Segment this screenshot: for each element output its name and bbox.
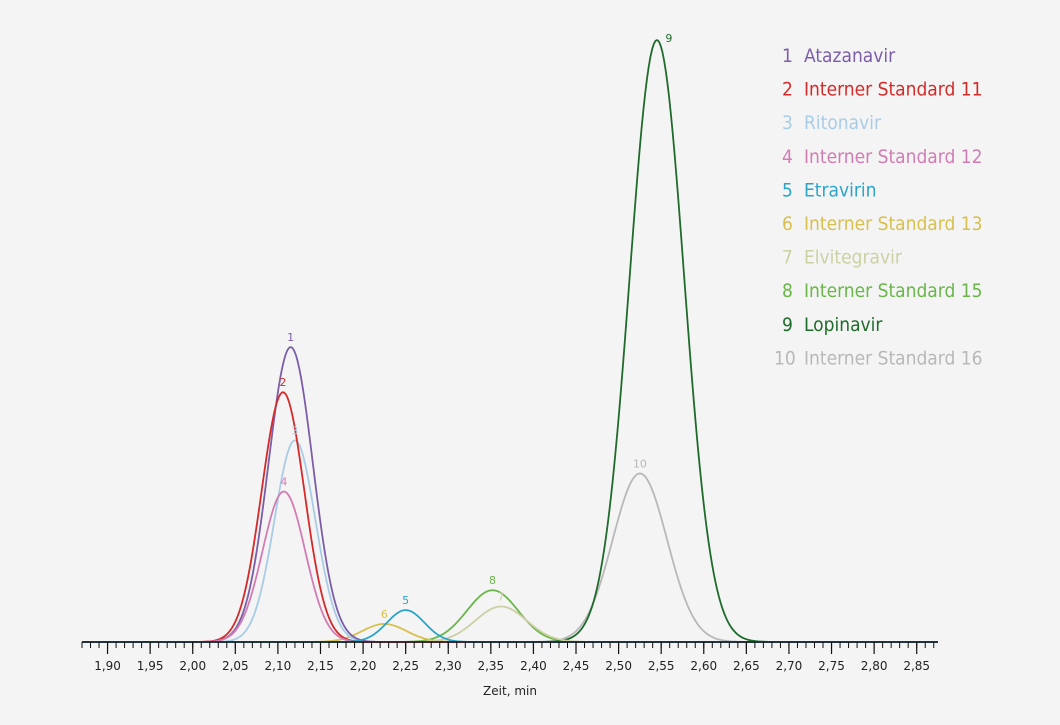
peak-label-4: 4 [280, 476, 287, 489]
x-axis-title: Zeit, min [483, 684, 537, 698]
legend: 1 Atazanavir 2 Interner Standard 11 3 Ritonav… [774, 45, 983, 369]
x-tick-label: 2,10 [265, 659, 292, 673]
series-line-6 [82, 623, 938, 643]
peak-label-2: 2 [280, 376, 287, 389]
x-tick-label: 2,35 [477, 659, 504, 673]
peak-labels-layer: 1 2 3 4 5 6 78 9 10 [280, 32, 673, 621]
x-tick-label: 1,95 [137, 659, 164, 673]
peak-label-1: 1 [287, 331, 294, 344]
legend-number-8: 8 [782, 280, 793, 302]
legend-number-4: 4 [782, 146, 793, 168]
series-line-3 [82, 439, 938, 643]
x-tick-label: 2,05 [222, 659, 249, 673]
legend-number-1: 1 [782, 45, 793, 67]
legend-name-5: Etravirin [804, 179, 876, 201]
peak-label-8: 8 [489, 574, 496, 587]
legend-name-2: Interner Standard 11 [804, 79, 983, 101]
x-tick-label: 2,15 [307, 659, 334, 673]
peak-label-7: 7 [498, 590, 505, 603]
x-tick-label: 2,70 [776, 659, 803, 673]
series-line-2 [82, 391, 938, 643]
x-axis: 1,90 1,95 2,00 2,05 2,10 2,15 2,20 2,25 2,30 2,35… [81, 641, 938, 673]
series-line-7 [82, 605, 938, 643]
series-line-5 [82, 609, 938, 643]
legend-number-2: 2 [782, 79, 793, 101]
peak-label-3: 3 [291, 424, 298, 437]
series-line-4 [82, 490, 938, 643]
x-tick-label: 2,60 [690, 659, 717, 673]
legend-name-6: Interner Standard 13 [804, 213, 983, 235]
peak-label-9: 9 [665, 32, 672, 45]
x-tick-label: 2,55 [648, 659, 675, 673]
peak-label-6: 6 [381, 608, 388, 621]
series-line-1 [82, 346, 938, 643]
x-tick-label: 2,45 [563, 659, 590, 673]
legend-number-3: 3 [782, 112, 793, 134]
x-tick-label: 2,40 [520, 659, 547, 673]
legend-name-8: Interner Standard 15 [804, 280, 983, 302]
legend-name-10: Interner Standard 16 [804, 347, 983, 369]
x-tick-label: 2,30 [435, 659, 462, 673]
peak-label-10: 10 [633, 457, 647, 470]
legend-name-1: Atazanavir [804, 45, 896, 67]
peak-label-5: 5 [402, 594, 409, 607]
x-tick-label: 2,20 [350, 659, 377, 673]
legend-name-9: Lopinavir [804, 314, 883, 336]
legend-number-9: 9 [782, 314, 793, 336]
legend-number-10: 10 [774, 347, 796, 369]
series-line-8 [82, 589, 938, 643]
x-tick-label: 2,25 [392, 659, 419, 673]
x-tick-label: 2,85 [903, 659, 930, 673]
x-tick-label: 1,90 [94, 659, 121, 673]
legend-number-7: 7 [782, 247, 793, 269]
x-tick-label: 2,75 [818, 659, 845, 673]
legend-name-3: Ritonavir [804, 112, 882, 134]
x-tick-label: 2,50 [605, 659, 632, 673]
x-tick-label: 2,65 [733, 659, 760, 673]
legend-name-7: Elvitegravir [804, 247, 903, 269]
x-tick-label: 2,00 [179, 659, 206, 673]
legend-number-5: 5 [782, 179, 793, 201]
x-tick-label: 2,80 [861, 659, 888, 673]
legend-number-6: 6 [782, 213, 793, 235]
legend-name-4: Interner Standard 12 [804, 146, 983, 168]
series-line-10 [82, 472, 938, 643]
